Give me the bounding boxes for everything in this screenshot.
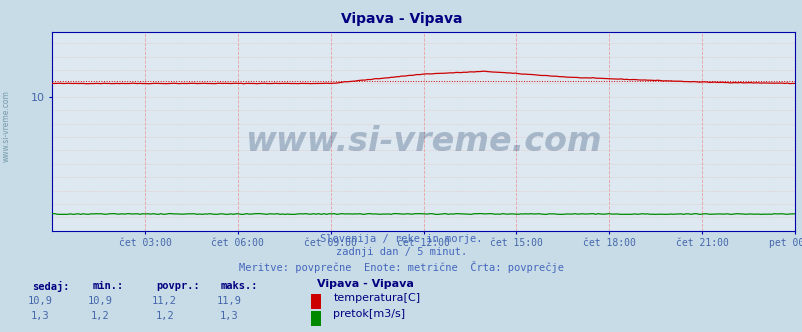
Text: 11,2: 11,2 (152, 296, 177, 306)
Text: Vipava - Vipava: Vipava - Vipava (317, 279, 414, 289)
Text: 1,2: 1,2 (155, 311, 174, 321)
Text: 1,2: 1,2 (91, 311, 110, 321)
Text: www.si-vreme.com: www.si-vreme.com (2, 90, 11, 162)
Text: 10,9: 10,9 (87, 296, 113, 306)
Text: zadnji dan / 5 minut.: zadnji dan / 5 minut. (335, 247, 467, 257)
Text: 1,3: 1,3 (30, 311, 50, 321)
Text: povpr.:: povpr.: (156, 281, 200, 290)
Text: sedaj:: sedaj: (32, 281, 70, 291)
Text: Meritve: povprečne  Enote: metrične  Črta: povprečje: Meritve: povprečne Enote: metrične Črta:… (239, 261, 563, 273)
Text: temperatura[C]: temperatura[C] (333, 293, 419, 303)
Text: pretok[m3/s]: pretok[m3/s] (333, 309, 405, 319)
Text: maks.:: maks.: (221, 281, 258, 290)
Text: 11,9: 11,9 (216, 296, 241, 306)
Text: Vipava - Vipava: Vipava - Vipava (340, 12, 462, 26)
Text: www.si-vreme.com: www.si-vreme.com (245, 124, 602, 158)
Text: Slovenija / reke in morje.: Slovenija / reke in morje. (320, 234, 482, 244)
Text: 1,3: 1,3 (219, 311, 238, 321)
Text: min.:: min.: (92, 281, 124, 290)
Text: 10,9: 10,9 (27, 296, 53, 306)
